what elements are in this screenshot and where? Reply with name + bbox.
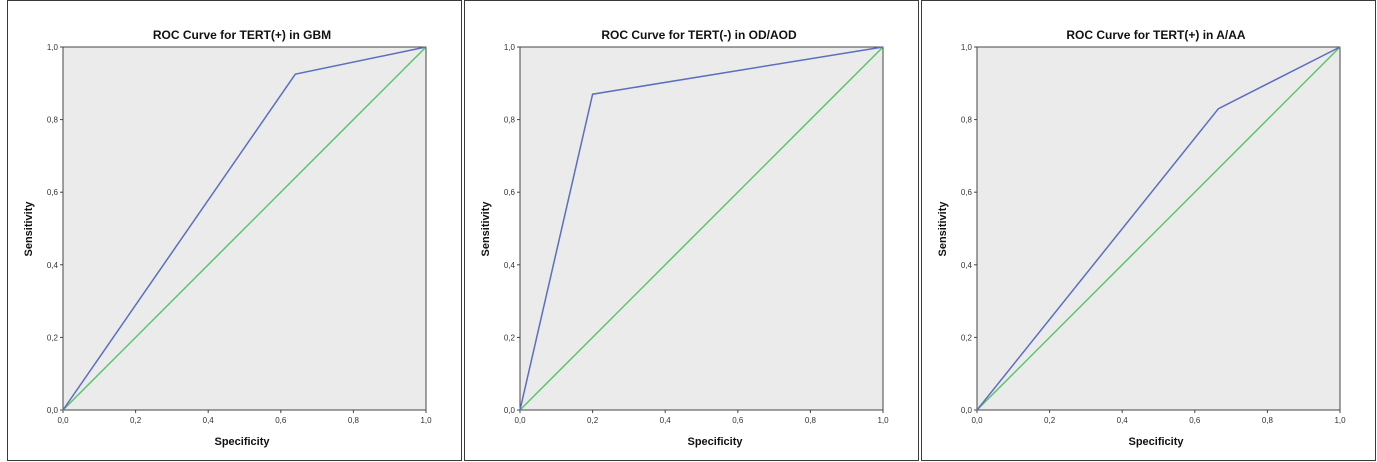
y-tick-label: 1,0 xyxy=(961,43,973,52)
x-axis-label: Specificity xyxy=(687,436,743,448)
x-tick-label: 0,8 xyxy=(805,416,817,425)
y-axis-label: Sensitivity xyxy=(937,201,949,257)
x-tick-label: 0,0 xyxy=(971,416,983,425)
y-tick-label: 0,0 xyxy=(961,406,973,415)
x-tick-label: 0,2 xyxy=(587,416,599,425)
y-tick-label: 0,8 xyxy=(504,116,516,125)
x-axis-label: Specificity xyxy=(1128,436,1184,448)
reference-diagonal-line xyxy=(519,46,884,411)
x-tick-label: 0,4 xyxy=(660,416,672,425)
y-tick-label: 0,2 xyxy=(961,333,973,342)
x-tick-label: 1,0 xyxy=(877,416,889,425)
y-tick-label: 0,4 xyxy=(961,261,973,270)
x-tick-label: 1,0 xyxy=(1334,416,1346,425)
reference-diagonal-line xyxy=(62,46,427,411)
x-axis-label: Specificity xyxy=(214,436,270,448)
y-tick-label: 0,6 xyxy=(47,188,59,197)
roc-panel-gbm: ROC Curve for TERT(+) in GBM Specificity… xyxy=(7,0,462,461)
x-tick-label: 0,6 xyxy=(275,416,287,425)
x-tick-label: 0,4 xyxy=(1117,416,1129,425)
y-tick-label: 0,2 xyxy=(504,333,516,342)
roc-chart-od-aod: ROC Curve for TERT(-) in OD/AOD Specific… xyxy=(480,28,889,448)
x-tick-label: 0,8 xyxy=(1262,416,1274,425)
reference-diagonal-line xyxy=(976,46,1341,411)
x-tick-label: 0,6 xyxy=(732,416,744,425)
y-tick-label: 0,6 xyxy=(961,188,973,197)
y-tick-label: 0,8 xyxy=(47,116,59,125)
x-tick-label: 0,2 xyxy=(1044,416,1056,425)
chart-title: ROC Curve for TERT(+) in A/AA xyxy=(1066,28,1246,42)
x-tick-label: 0,0 xyxy=(57,416,69,425)
x-tick-label: 0,8 xyxy=(348,416,360,425)
x-tick-label: 0,0 xyxy=(514,416,526,425)
y-tick-label: 0,6 xyxy=(504,188,516,197)
roc-curve-line xyxy=(519,46,884,411)
x-tick-label: 0,4 xyxy=(203,416,215,425)
y-tick-label: 0,8 xyxy=(961,116,973,125)
roc-chart-gbm: ROC Curve for TERT(+) in GBM Specificity… xyxy=(23,28,432,448)
y-tick-label: 0,0 xyxy=(47,406,59,415)
x-tick-label: 1,0 xyxy=(420,416,432,425)
y-tick-label: 0,2 xyxy=(47,333,59,342)
x-tick-label: 0,2 xyxy=(130,416,142,425)
chart-title: ROC Curve for TERT(-) in OD/AOD xyxy=(601,28,797,42)
roc-curve-line xyxy=(62,46,427,411)
y-tick-label: 0,4 xyxy=(504,261,516,270)
roc-panel-od-aod: ROC Curve for TERT(-) in OD/AOD Specific… xyxy=(464,0,919,461)
y-tick-label: 0,0 xyxy=(504,406,516,415)
y-axis-label: Sensitivity xyxy=(480,201,492,257)
y-tick-label: 1,0 xyxy=(47,43,59,52)
x-tick-label: 0,6 xyxy=(1189,416,1201,425)
y-tick-label: 0,4 xyxy=(47,261,59,270)
roc-panel-a-aa: ROC Curve for TERT(+) in A/AA Specificit… xyxy=(921,0,1376,461)
chart-title: ROC Curve for TERT(+) in GBM xyxy=(153,28,331,42)
y-axis-label: Sensitivity xyxy=(23,201,35,257)
roc-chart-a-aa: ROC Curve for TERT(+) in A/AA Specificit… xyxy=(937,28,1346,448)
y-tick-label: 1,0 xyxy=(504,43,516,52)
roc-curve-line xyxy=(976,46,1341,411)
